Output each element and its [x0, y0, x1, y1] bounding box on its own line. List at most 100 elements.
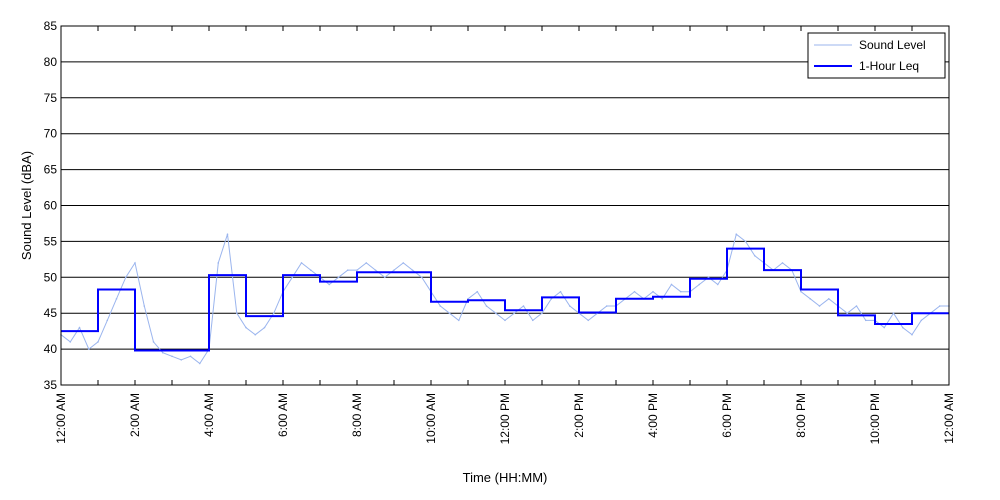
point-sound-level	[698, 283, 701, 286]
point-sound-level	[522, 305, 525, 307]
point-sound-level	[87, 348, 90, 350]
point-sound-level	[818, 305, 821, 307]
x-tick-label: 10:00 PM	[868, 393, 882, 444]
point-sound-level	[161, 351, 164, 354]
point-sound-level	[568, 305, 571, 307]
x-axis-title: Time (HH:MM)	[463, 470, 548, 485]
point-sound-level	[124, 276, 127, 279]
series-layer	[60, 233, 950, 365]
point-sound-level	[504, 319, 506, 322]
point-sound-level	[189, 355, 192, 358]
point-sound-level	[180, 359, 183, 361]
point-sound-level	[235, 312, 238, 315]
y-tick-label: 55	[44, 234, 58, 248]
x-tick-label: 2:00 AM	[128, 393, 142, 437]
point-sound-level	[735, 233, 738, 236]
y-axis-title: Sound Level (dBA)	[19, 151, 34, 260]
point-sound-level	[670, 283, 673, 286]
point-sound-level	[920, 319, 923, 322]
point-sound-level	[883, 326, 886, 329]
y-tick-label: 80	[44, 55, 58, 69]
point-sound-level	[938, 305, 941, 307]
point-sound-level	[393, 269, 395, 271]
x-tick-label: 6:00 AM	[276, 393, 290, 437]
point-sound-level	[652, 290, 654, 293]
x-tick-label: 12:00 AM	[54, 393, 68, 444]
y-tick-label: 40	[44, 342, 58, 356]
point-sound-level	[457, 319, 460, 322]
y-tick-label: 70	[44, 127, 58, 141]
point-sound-level	[901, 326, 904, 329]
point-sound-level	[346, 269, 349, 271]
point-sound-level	[439, 305, 442, 307]
point-sound-level	[171, 355, 173, 358]
y-tick-label: 35	[44, 378, 58, 392]
point-sound-level	[448, 312, 451, 315]
series-line-1-hour-leq	[61, 247, 949, 352]
point-sound-level	[911, 333, 913, 336]
point-sound-level	[550, 298, 553, 300]
point-sound-level	[855, 305, 858, 307]
point-sound-level	[198, 362, 201, 365]
point-sound-level	[411, 269, 414, 271]
point-sound-level	[374, 269, 377, 271]
point-sound-level	[864, 319, 867, 322]
point-sound-level	[402, 262, 405, 264]
point-sound-level	[716, 283, 719, 286]
point-sound-level	[245, 326, 247, 329]
point-sound-level	[809, 298, 812, 300]
point-sound-level	[226, 233, 229, 236]
point-sound-level	[356, 269, 358, 271]
point-sound-level	[744, 240, 747, 243]
point-sound-level	[679, 290, 682, 293]
x-tick-label: 10:00 AM	[424, 393, 438, 444]
point-sound-level	[383, 276, 386, 279]
point-sound-level	[661, 298, 664, 300]
point-sound-level	[337, 276, 340, 279]
point-sound-level	[494, 312, 497, 315]
point-sound-level	[420, 276, 423, 279]
point-sound-level	[531, 319, 534, 322]
point-sound-level	[365, 262, 368, 264]
x-tick-label: 8:00 AM	[350, 393, 364, 437]
point-sound-level	[217, 262, 220, 264]
point-sound-level	[254, 333, 257, 336]
point-sound-level	[476, 290, 479, 293]
x-tick-label: 12:00 AM	[942, 393, 956, 444]
x-tick-label: 4:00 AM	[202, 393, 216, 437]
point-sound-level	[800, 290, 802, 293]
point-sound-level	[143, 305, 146, 307]
point-sound-level	[846, 312, 849, 315]
point-sound-level	[300, 262, 303, 264]
point-sound-level	[541, 312, 543, 315]
plot-frame	[60, 25, 950, 386]
point-sound-level	[328, 283, 331, 286]
point-sound-level	[633, 290, 636, 293]
point-sound-level	[513, 312, 516, 315]
point-sound-level	[106, 319, 109, 322]
legend-label-sound-level: Sound Level	[859, 38, 926, 52]
point-sound-level	[78, 326, 81, 329]
point-sound-level	[97, 341, 99, 343]
point-sound-level	[559, 290, 562, 293]
point-sound-level	[134, 262, 136, 264]
x-tick-label: 12:00 PM	[498, 393, 512, 444]
point-sound-level	[587, 319, 590, 322]
point-sound-level	[753, 254, 756, 257]
y-axis-ticks: 35 40 45 50 55 60 65 70 75 80 85	[44, 19, 58, 392]
x-tick-label: 8:00 PM	[794, 393, 808, 438]
point-sound-level	[69, 341, 72, 343]
point-sound-level	[781, 262, 784, 264]
x-tick-label: 6:00 PM	[720, 393, 734, 438]
x-axis-ticks: 12:00 AM 2:00 AM 4:00 AM 6:00 AM 8:00 AM 10:0…	[54, 26, 956, 444]
legend-label-1-hour-leq: 1-Hour Leq	[859, 59, 919, 73]
x-tick-label: 2:00 PM	[572, 393, 586, 438]
y-tick-label: 85	[44, 19, 58, 33]
legend-box	[807, 32, 946, 79]
point-sound-level	[827, 298, 830, 300]
y-tick-label: 65	[44, 163, 58, 177]
legend: Sound Level 1-Hour Leq	[807, 32, 946, 79]
y-tick-label: 45	[44, 306, 58, 320]
point-sound-level	[291, 276, 294, 279]
